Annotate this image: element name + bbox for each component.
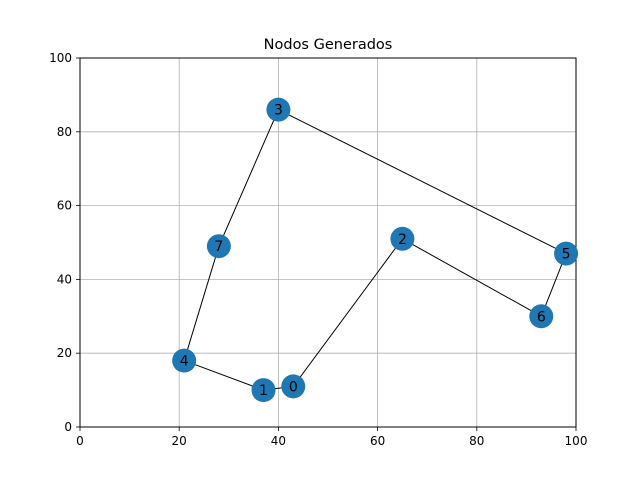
node-6: 6: [529, 304, 554, 329]
chart-title: Nodos Generados: [264, 37, 393, 53]
y-tick-label: 40: [57, 272, 72, 286]
node-marker: [390, 226, 415, 251]
node-5: 5: [554, 241, 579, 266]
node-marker: [554, 241, 579, 266]
node-label: 1: [259, 383, 268, 399]
node-label: 0: [289, 379, 298, 395]
node-3: 3: [266, 97, 291, 122]
nodes: 0 1 2 3 4 5 6 7: [172, 97, 579, 403]
x-tick-label: 80: [469, 434, 484, 448]
grid: [79, 57, 577, 428]
node-7: 7: [206, 234, 231, 259]
node-label: 4: [180, 354, 189, 370]
edge-3-5: [278, 109, 567, 255]
node-label: 2: [398, 232, 407, 248]
x-tick-label: 20: [172, 434, 187, 448]
edge-4-7: [183, 246, 220, 361]
edge-1-4: [183, 360, 264, 391]
node-4: 4: [172, 348, 197, 373]
node-marker: [281, 374, 306, 399]
node-marker: [251, 378, 276, 403]
x-tick-label: 40: [271, 434, 286, 448]
edges: [183, 109, 567, 391]
edge-7-3: [218, 109, 279, 247]
y-tick-label: 100: [49, 51, 72, 65]
y-tick-label: 60: [57, 199, 72, 213]
x-tick-label: 0: [76, 434, 84, 448]
node-marker: [206, 234, 231, 259]
node-2: 2: [390, 226, 415, 251]
node-label: 7: [214, 239, 223, 255]
edge-6-2: [402, 238, 542, 317]
node-label: 5: [562, 247, 571, 263]
node-marker: [266, 97, 291, 122]
node-marker: [172, 348, 197, 373]
node-label: 6: [537, 309, 546, 325]
y-tick-label: 20: [57, 346, 72, 360]
x-tick-label: 100: [565, 434, 588, 448]
x-tick-label: 60: [370, 434, 385, 448]
node-0: 0: [281, 374, 306, 399]
node-label: 3: [274, 103, 283, 119]
plot-frame: [79, 57, 577, 428]
node-marker: [529, 304, 554, 329]
node-1: 1: [251, 378, 276, 403]
y-tick-label: 80: [57, 125, 72, 139]
y-tick-label: 0: [64, 420, 72, 434]
edge-2-0: [292, 238, 403, 387]
